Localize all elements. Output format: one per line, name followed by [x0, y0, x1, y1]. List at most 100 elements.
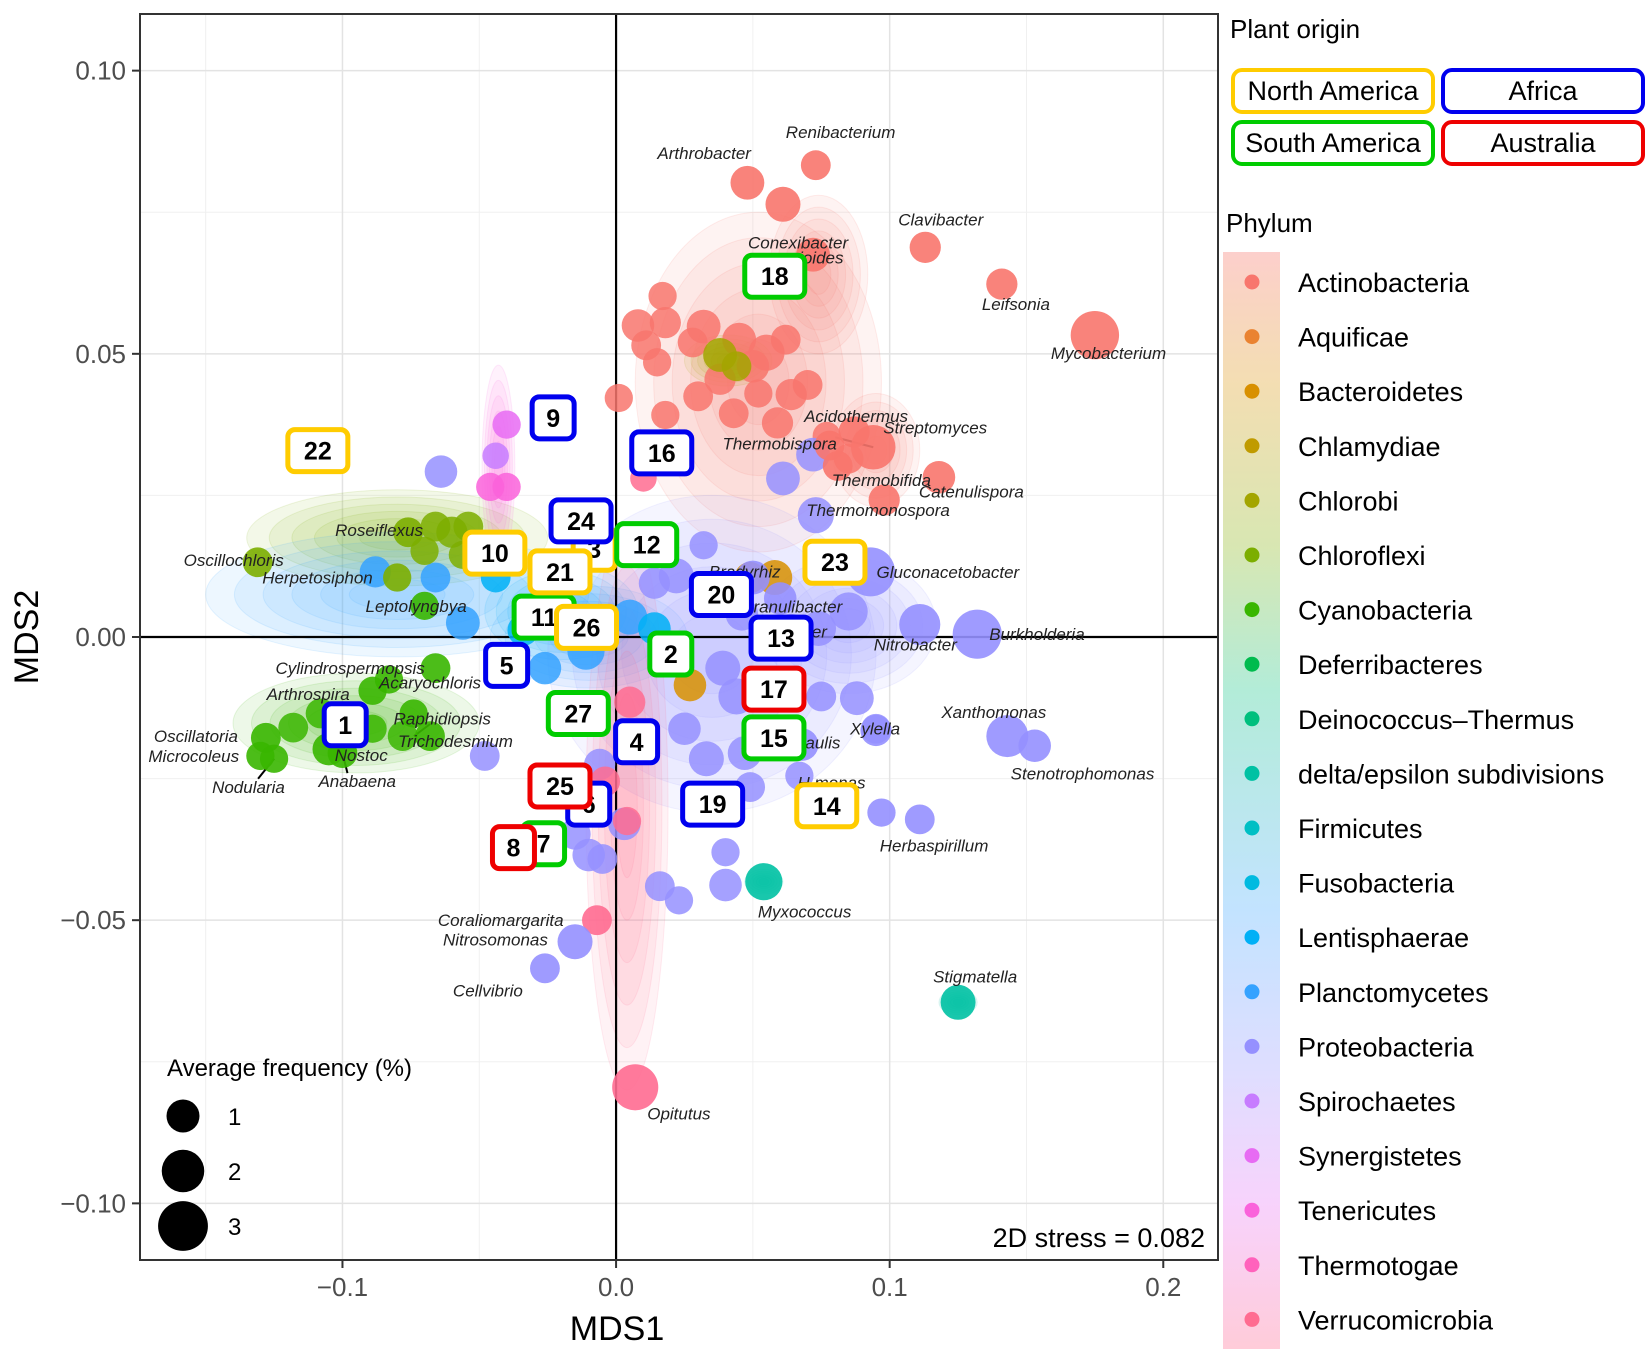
legend-label: Aquificae [1298, 323, 1409, 353]
legend-label: Chloroflexi [1298, 541, 1426, 571]
plant-box [613, 718, 661, 766]
point-actinobacteria [677, 327, 708, 358]
plant-number: 11 [531, 604, 558, 632]
point-spirochaetes [482, 442, 509, 470]
point-herminiimonas [867, 798, 896, 827]
origin-australia: Australia [1441, 120, 1645, 166]
taxon-label-raphidiopsis: Raphidiopsis [394, 709, 492, 728]
taxon-label-microcoleus: Microcoleus [148, 747, 239, 766]
y-tick-label: 0.10 [75, 56, 126, 86]
taxon-label-conexibacter: Conexibacter [748, 233, 850, 252]
point-proteobacteria [705, 650, 741, 686]
legend-label: Chlorobi [1298, 486, 1399, 516]
point-actinobacteria [770, 324, 801, 355]
taxon-label-mycobacterium: Mycobacterium [1051, 344, 1166, 363]
point-proteobacteria [839, 681, 874, 716]
point-xylella [860, 714, 892, 747]
taxon-label-thermobifida: Thermobifida [832, 471, 931, 490]
taxon-label-arthrospira: Arthrospira [266, 685, 350, 704]
point-planctomycetes [359, 556, 391, 588]
taxon-label-nitrobacter: Nitrobacter [874, 636, 958, 655]
plant-23: 23 [802, 538, 868, 586]
origin-label: Australia [1490, 128, 1596, 158]
point-streptomyces [850, 425, 896, 470]
point-catenulispora [922, 460, 956, 494]
point-granulibacter [763, 582, 797, 615]
plant-20: 20 [688, 571, 754, 619]
point-actinobacteria [604, 383, 633, 413]
plant-box [742, 252, 808, 300]
plant-number: 8 [507, 835, 521, 863]
taxon-label-nocardioides: ioides [799, 249, 844, 268]
plant-box [548, 497, 614, 545]
point-chlorobi [721, 351, 752, 382]
plant-5: 5 [483, 641, 531, 689]
point-coraliomargarita [582, 905, 612, 936]
plant-26: 26 [554, 603, 620, 651]
x-tick-label: 0.1 [872, 1272, 908, 1302]
plant-box [462, 529, 528, 577]
plant-12: 12 [614, 521, 680, 569]
point-xanthomonas [986, 715, 1029, 758]
plant-box [802, 538, 868, 586]
legend-verrucomicrobia: Verrucomicrobia [1244, 1305, 1494, 1335]
legend-synergistetes: Synergistetes [1244, 1142, 1462, 1172]
stress-annotation: 2D stress = 0.082 [993, 1223, 1205, 1253]
plant-25: 25 [527, 762, 593, 810]
legend-dot [1244, 383, 1260, 399]
plant-number: 10 [481, 540, 509, 568]
plant-16: 16 [629, 429, 695, 477]
origin-africa: Africa [1441, 68, 1645, 114]
point-nodularia [259, 744, 289, 773]
plant-number: 2 [664, 641, 678, 669]
x-axis-title: MDS1 [570, 1310, 664, 1348]
point-herbaspirillum [904, 804, 935, 835]
legend-dot [1244, 875, 1260, 891]
legend-chlamydiae: Chlamydiae [1244, 432, 1441, 462]
point-herpetosiphon [383, 563, 412, 592]
legend-bacteroidetes: Bacteroidetes [1244, 377, 1463, 407]
plant-markers: 1234567891011121314151617181920212223242… [285, 252, 868, 872]
legend-dot [1244, 711, 1260, 727]
point-actinobacteria [718, 398, 749, 429]
plant-number: 5 [500, 652, 514, 680]
point-cellvibrio [530, 953, 560, 984]
point-clavibacter [909, 231, 941, 263]
point-proteobacteria [806, 681, 837, 712]
legend-dot [1244, 820, 1260, 836]
legend-label: Proteobacteria [1298, 1032, 1475, 1062]
point-actinobacteria [651, 400, 680, 430]
legend-label: Thermotogae [1298, 1251, 1459, 1281]
plant-box [321, 701, 369, 749]
x-tick-label: −0.1 [317, 1272, 368, 1302]
point-cyanobacteria [387, 721, 418, 752]
legend-label: Firmicutes [1298, 814, 1423, 844]
taxon-label-granulibacter: Granulibacter [740, 597, 843, 616]
legend-deinococcus-thermus: Deinococcus–Thermus [1244, 705, 1574, 735]
origin-swatch [1441, 120, 1645, 166]
plant-24: 24 [548, 497, 614, 545]
origin-south-america: South America [1231, 120, 1435, 166]
legend-label: Spirochaetes [1298, 1087, 1456, 1117]
point-thermobifida [822, 451, 853, 481]
legend-firmicutes: Firmicutes [1244, 814, 1423, 844]
plant-17: 17 [741, 665, 807, 713]
legend-aquificae: Aquificae [1244, 323, 1409, 353]
point-proteobacteria [766, 461, 800, 496]
point-proteobacteria [709, 868, 742, 902]
legend-dot [1244, 1202, 1260, 1218]
size-legend-label: 2 [228, 1159, 241, 1186]
point-planctomycetes [445, 605, 480, 640]
point-trichodesmium [415, 721, 445, 752]
taxon-label-cylindrospermopsis: Cylindrospermopsis [275, 659, 425, 678]
legend-chlorobi: Chlorobi [1244, 486, 1399, 516]
plant-2: 2 [647, 630, 695, 678]
plant-number: 4 [630, 729, 644, 757]
plant-number: 14 [813, 793, 841, 821]
point-chloroflexi [410, 536, 439, 566]
phylum-legend-key-background [1223, 252, 1280, 1349]
size-legend-dot [161, 1149, 205, 1193]
point-cylindrospermopsis [420, 653, 451, 684]
point-oscillochloris [242, 547, 273, 578]
point-actinobacteria [648, 281, 677, 311]
